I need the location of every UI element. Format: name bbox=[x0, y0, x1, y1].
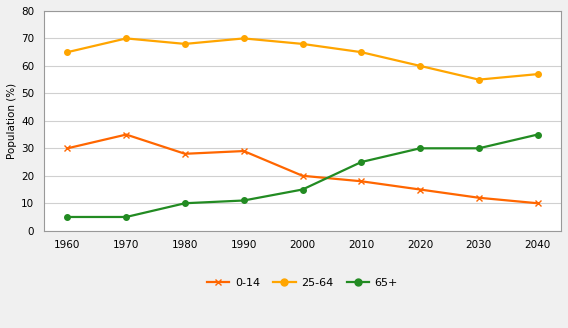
25-64 bbox=[299, 42, 306, 46]
65+ bbox=[123, 215, 130, 219]
0-14 bbox=[358, 179, 365, 183]
0-14 bbox=[299, 174, 306, 178]
25-64 bbox=[240, 36, 247, 40]
65+ bbox=[475, 146, 482, 150]
25-64 bbox=[416, 64, 423, 68]
0-14 bbox=[416, 188, 423, 192]
65+ bbox=[534, 133, 541, 136]
65+ bbox=[182, 201, 189, 205]
65+ bbox=[240, 198, 247, 202]
0-14 bbox=[123, 133, 130, 136]
65+ bbox=[416, 146, 423, 150]
0-14 bbox=[475, 196, 482, 200]
65+ bbox=[358, 160, 365, 164]
25-64 bbox=[358, 50, 365, 54]
25-64 bbox=[123, 36, 130, 40]
Line: 25-64: 25-64 bbox=[65, 36, 540, 82]
0-14 bbox=[182, 152, 189, 156]
Legend: 0-14, 25-64, 65+: 0-14, 25-64, 65+ bbox=[203, 274, 402, 293]
Y-axis label: Population (%): Population (%) bbox=[7, 83, 17, 159]
0-14 bbox=[534, 201, 541, 205]
Line: 65+: 65+ bbox=[65, 132, 540, 220]
65+ bbox=[64, 215, 71, 219]
25-64 bbox=[475, 78, 482, 82]
0-14 bbox=[64, 146, 71, 150]
65+ bbox=[299, 188, 306, 192]
0-14 bbox=[240, 149, 247, 153]
25-64 bbox=[534, 72, 541, 76]
25-64 bbox=[182, 42, 189, 46]
25-64 bbox=[64, 50, 71, 54]
Line: 0-14: 0-14 bbox=[65, 132, 540, 206]
